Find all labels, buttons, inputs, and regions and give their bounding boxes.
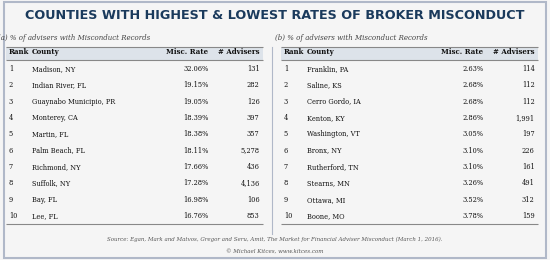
Text: 16.76%: 16.76%: [183, 212, 208, 220]
Text: 2: 2: [9, 81, 13, 89]
Text: Rutherford, TN: Rutherford, TN: [307, 163, 359, 171]
Text: County: County: [307, 48, 334, 56]
Text: 6: 6: [284, 147, 288, 155]
Text: 2.63%: 2.63%: [463, 65, 483, 73]
Text: Rank: Rank: [284, 48, 304, 56]
Text: 3: 3: [9, 98, 13, 106]
Text: 7: 7: [284, 163, 288, 171]
Text: 1: 1: [9, 65, 13, 73]
Text: 114: 114: [522, 65, 535, 73]
Text: 7: 7: [9, 163, 13, 171]
Text: Washington, VT: Washington, VT: [307, 130, 360, 138]
Text: © Michael Kitces, www.kitces.com: © Michael Kitces, www.kitces.com: [226, 250, 324, 255]
Text: 6: 6: [9, 147, 13, 155]
Text: 3.10%: 3.10%: [463, 163, 483, 171]
Text: 1,991: 1,991: [515, 114, 535, 122]
Text: 10: 10: [284, 212, 292, 220]
Text: Palm Beach, FL: Palm Beach, FL: [32, 147, 85, 155]
Text: 853: 853: [247, 212, 260, 220]
Text: 16.98%: 16.98%: [183, 196, 208, 204]
Text: Misc. Rate: Misc. Rate: [441, 48, 483, 56]
Text: (a) % of advisers with Misconduct Records: (a) % of advisers with Misconduct Record…: [0, 34, 150, 42]
Text: 8: 8: [284, 179, 288, 187]
Text: # Advisers: # Advisers: [218, 48, 260, 56]
Text: Suffolk, NY: Suffolk, NY: [32, 179, 70, 187]
Bar: [6, 47, 263, 60]
Text: Richmond, NY: Richmond, NY: [32, 163, 80, 171]
Text: 357: 357: [247, 130, 260, 138]
Text: 2: 2: [284, 81, 288, 89]
Text: Bay, FL: Bay, FL: [32, 196, 57, 204]
Text: 18.38%: 18.38%: [183, 130, 208, 138]
Text: 397: 397: [247, 114, 260, 122]
Text: 5: 5: [284, 130, 288, 138]
Text: Bronx, NY: Bronx, NY: [307, 147, 342, 155]
Text: Lee, FL: Lee, FL: [32, 212, 58, 220]
Text: Ottawa, MI: Ottawa, MI: [307, 196, 345, 204]
Text: 4: 4: [9, 114, 13, 122]
Text: 282: 282: [247, 81, 260, 89]
Text: Boone, MO: Boone, MO: [307, 212, 344, 220]
Text: Stearns, MN: Stearns, MN: [307, 179, 350, 187]
Text: Guaynabo Municipio, PR: Guaynabo Municipio, PR: [32, 98, 115, 106]
Text: 197: 197: [522, 130, 535, 138]
Text: Cerro Gordo, IA: Cerro Gordo, IA: [307, 98, 361, 106]
Text: 312: 312: [522, 196, 535, 204]
Text: 2.86%: 2.86%: [463, 114, 483, 122]
Text: 436: 436: [247, 163, 260, 171]
Text: 19.15%: 19.15%: [183, 81, 208, 89]
Text: 161: 161: [522, 163, 535, 171]
Text: 126: 126: [247, 98, 260, 106]
Text: Martin, FL: Martin, FL: [32, 130, 68, 138]
Text: 3.05%: 3.05%: [463, 130, 483, 138]
Text: 4: 4: [284, 114, 288, 122]
Text: 18.11%: 18.11%: [183, 147, 208, 155]
Text: 131: 131: [247, 65, 260, 73]
Text: 9: 9: [284, 196, 288, 204]
Text: 226: 226: [522, 147, 535, 155]
Text: 3.78%: 3.78%: [463, 212, 483, 220]
Text: Misc. Rate: Misc. Rate: [166, 48, 208, 56]
Text: 3.52%: 3.52%: [463, 196, 483, 204]
Text: Monterey, CA: Monterey, CA: [32, 114, 78, 122]
Text: 112: 112: [522, 81, 535, 89]
Text: (b) % of advisers with Misconduct Records: (b) % of advisers with Misconduct Record…: [274, 34, 427, 42]
Text: 2.68%: 2.68%: [463, 81, 483, 89]
Text: 112: 112: [522, 98, 535, 106]
Text: 10: 10: [9, 212, 17, 220]
Text: 3.26%: 3.26%: [463, 179, 483, 187]
Text: 106: 106: [247, 196, 260, 204]
Text: Madison, NY: Madison, NY: [32, 65, 75, 73]
Text: 5: 5: [9, 130, 13, 138]
Text: Source: Egan, Mark and Matvos, Gregor and Seru, Amit, The Market for Financial A: Source: Egan, Mark and Matvos, Gregor an…: [107, 237, 443, 242]
Text: 5,278: 5,278: [240, 147, 260, 155]
Text: 159: 159: [522, 212, 535, 220]
Text: 9: 9: [9, 196, 13, 204]
Text: COUNTIES WITH HIGHEST & LOWEST RATES OF BROKER MISCONDUCT: COUNTIES WITH HIGHEST & LOWEST RATES OF …: [25, 9, 525, 22]
Text: 17.66%: 17.66%: [183, 163, 208, 171]
Text: 1: 1: [284, 65, 288, 73]
Text: 3.10%: 3.10%: [463, 147, 483, 155]
Bar: [280, 47, 538, 60]
Text: Rank: Rank: [9, 48, 29, 56]
Text: 4,136: 4,136: [240, 179, 260, 187]
Text: 8: 8: [9, 179, 13, 187]
Text: 3: 3: [284, 98, 288, 106]
Text: 32.06%: 32.06%: [183, 65, 208, 73]
Text: County: County: [32, 48, 59, 56]
Text: Franklin, PA: Franklin, PA: [307, 65, 348, 73]
Text: Saline, KS: Saline, KS: [307, 81, 342, 89]
Text: Kenton, KY: Kenton, KY: [307, 114, 344, 122]
Text: 18.39%: 18.39%: [183, 114, 208, 122]
Text: 19.05%: 19.05%: [183, 98, 208, 106]
Text: 2.68%: 2.68%: [463, 98, 483, 106]
Text: Indian River, FL: Indian River, FL: [32, 81, 86, 89]
Text: # Advisers: # Advisers: [493, 48, 535, 56]
Text: 17.28%: 17.28%: [183, 179, 208, 187]
Text: 491: 491: [522, 179, 535, 187]
